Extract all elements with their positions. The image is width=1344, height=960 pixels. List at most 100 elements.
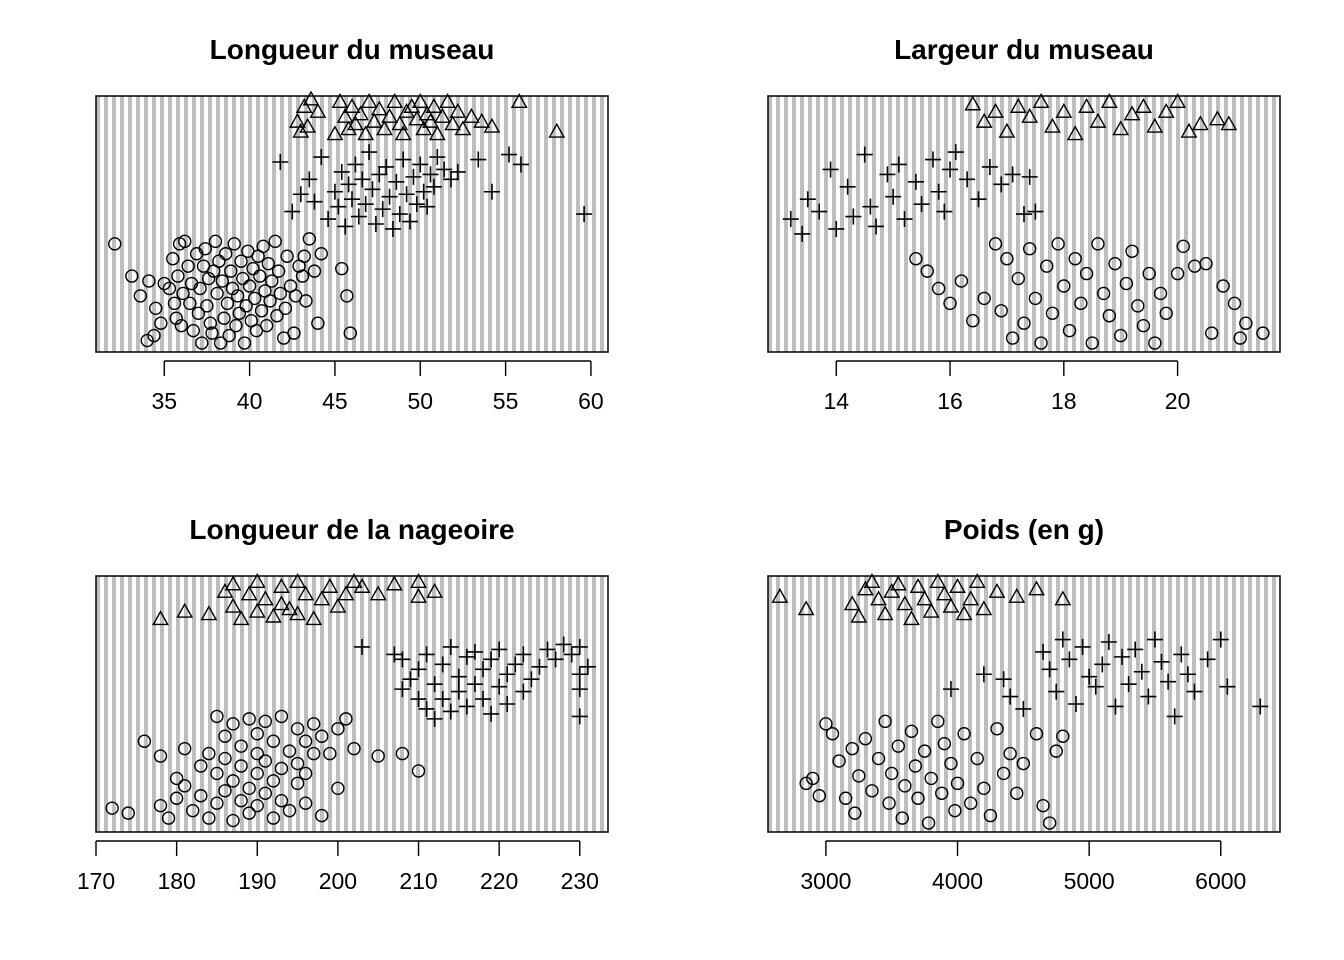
circle-point <box>133 289 148 303</box>
triangle-point <box>273 578 290 593</box>
triangle-point <box>289 573 306 588</box>
plus-point <box>466 643 483 660</box>
triangle-point <box>434 107 451 123</box>
plus-point <box>402 671 419 688</box>
circle-point <box>298 796 313 810</box>
circle-point <box>226 774 240 788</box>
plus-point <box>563 646 580 663</box>
circle-point <box>171 269 185 283</box>
triangle-point <box>1123 105 1141 121</box>
triangle-point <box>391 115 409 131</box>
plus-point <box>936 203 953 220</box>
triangle-point <box>1191 115 1209 131</box>
x-tick-label: 20 <box>1165 388 1191 414</box>
circle-point <box>1119 276 1134 291</box>
circle-point <box>852 769 866 783</box>
circle-point <box>222 328 236 343</box>
triangle-point <box>903 610 920 626</box>
plus-point <box>483 183 500 200</box>
plus-point <box>475 661 492 678</box>
plus-point <box>381 188 398 205</box>
circle-point <box>806 771 820 786</box>
triangle-point <box>929 573 947 588</box>
circle-point <box>140 333 154 348</box>
plus-point <box>364 181 381 198</box>
circle-point <box>274 794 289 808</box>
panel-title: Largeur du museau <box>894 34 1154 65</box>
triangle-point <box>360 93 378 108</box>
circle-point <box>966 314 980 328</box>
circle-point <box>218 729 232 743</box>
circle-point <box>812 789 827 803</box>
circle-point <box>1049 744 1063 758</box>
plus-point <box>425 178 442 195</box>
panel-title: Longueur du museau <box>210 34 495 65</box>
triangle-point <box>200 605 218 621</box>
triangle-point <box>347 115 364 131</box>
circle-point <box>1036 798 1050 813</box>
circle-point <box>911 791 925 805</box>
triangle-point <box>548 122 566 138</box>
plus-point <box>930 183 947 200</box>
plot-frame <box>767 95 1281 353</box>
circle-point <box>250 766 264 781</box>
plus-point <box>284 203 301 220</box>
circle-point <box>988 237 1003 251</box>
triangle-point <box>411 93 429 108</box>
plus-point <box>442 703 459 720</box>
circle-point <box>166 252 180 266</box>
triangle-point <box>883 582 901 598</box>
triangle-point <box>376 120 393 136</box>
circle-point <box>230 289 245 303</box>
circle-point <box>270 309 284 323</box>
circle-point <box>950 776 965 791</box>
triangle-point <box>1135 98 1152 113</box>
circle-point <box>331 722 345 736</box>
circle-point <box>878 714 892 729</box>
x-tick-label: 16 <box>937 388 963 414</box>
triangle-point <box>336 107 354 123</box>
x-tick-label: 18 <box>1051 388 1077 414</box>
plus-point <box>981 158 998 175</box>
plus-point <box>470 151 487 168</box>
circle-point <box>200 299 214 313</box>
triangle-point <box>353 578 371 593</box>
plus-point <box>450 668 467 685</box>
circle-point <box>181 259 195 273</box>
plus-point <box>374 201 391 218</box>
plus-point <box>330 198 347 215</box>
circle-point <box>1068 252 1082 266</box>
circle-point <box>149 301 163 316</box>
circle-point <box>990 722 1004 736</box>
circle-point <box>298 766 313 781</box>
plus-point <box>782 211 799 228</box>
circle-point <box>234 739 248 753</box>
circle-point <box>254 304 269 318</box>
circle-point <box>226 813 240 828</box>
plus-point <box>515 683 532 700</box>
triangle-point <box>1032 93 1050 108</box>
triangle-point <box>439 93 456 108</box>
circle-point <box>273 286 288 301</box>
plus-point <box>907 173 924 190</box>
circle-point <box>232 306 247 320</box>
plus-point <box>475 691 492 708</box>
circle-point <box>258 754 273 768</box>
circle-point <box>935 786 949 800</box>
circle-point <box>242 781 256 796</box>
circle-point <box>825 727 840 741</box>
circle-point <box>299 294 313 308</box>
triangle-point <box>955 605 973 621</box>
plus-point <box>845 208 862 225</box>
plus-point <box>354 171 371 188</box>
circle-point <box>236 271 250 286</box>
circle-point <box>239 299 253 313</box>
plus-point <box>868 218 885 235</box>
panel-flipper-length: Longueur de la nageoire 170 180 190 200 210 2… <box>77 514 609 894</box>
circle-point <box>212 254 226 268</box>
circle-point <box>1034 336 1048 350</box>
circle-point <box>1017 316 1031 330</box>
circle-point <box>909 252 923 266</box>
plus-point <box>1146 631 1163 648</box>
x-tick-label: 45 <box>322 388 348 414</box>
